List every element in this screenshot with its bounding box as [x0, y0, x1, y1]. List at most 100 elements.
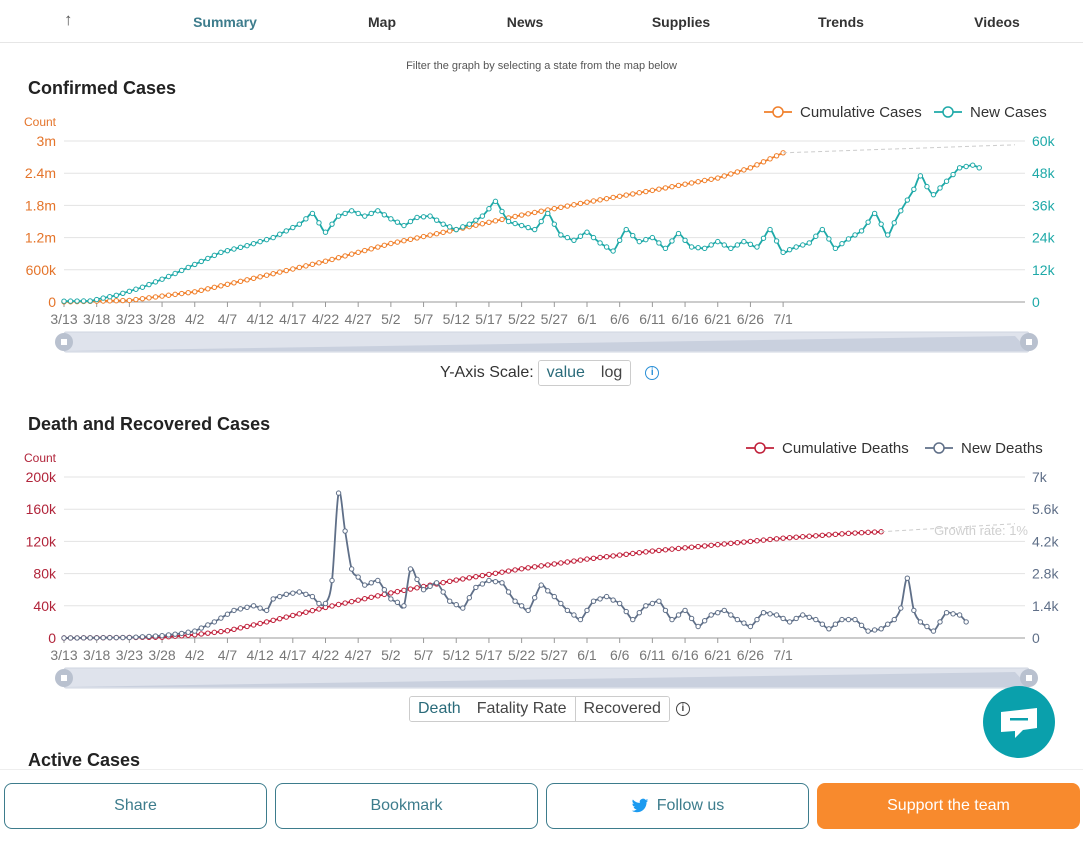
data-point: [963, 619, 969, 625]
data-point: [616, 237, 623, 243]
data-point: [826, 626, 832, 632]
info-icon[interactable]: i: [645, 366, 660, 380]
data-point: [505, 568, 512, 574]
death-recovered-chart[interactable]: 0 0 40k 1.4k 80k 2.8k 120k 4.2k 160k 5.6k 200k 7k Co…: [0, 436, 1083, 696]
data-point: [813, 533, 819, 539]
info-icon[interactable]: i: [675, 702, 690, 716]
y-left-tick-label: 1.8m: [25, 197, 56, 213]
series-line: [63, 151, 784, 303]
data-point: [427, 232, 433, 238]
tab-summary[interactable]: Summary: [193, 14, 257, 30]
data-point: [427, 213, 433, 219]
data-point: [316, 600, 322, 607]
data-point: [107, 294, 113, 300]
data-point: [479, 572, 486, 579]
data-point: [218, 628, 224, 635]
data-point: [473, 222, 479, 228]
tab-videos[interactable]: Videos: [974, 14, 1020, 30]
data-point: [734, 242, 741, 248]
data-point: [453, 577, 459, 583]
tab-trends[interactable]: Trends: [818, 14, 864, 30]
data-point: [930, 191, 937, 198]
data-point: [290, 224, 296, 231]
follow-us-button[interactable]: Follow us: [546, 783, 809, 829]
data-point: [937, 619, 943, 625]
data-point: [224, 281, 231, 287]
data-point: [558, 600, 564, 607]
data-point: [381, 587, 388, 593]
data-point: [741, 539, 747, 545]
data-point: [237, 625, 244, 631]
death-metric-control: Death Fatality Rate Recovered i: [409, 695, 690, 723]
data-point: [329, 603, 335, 609]
data-point: [800, 534, 806, 540]
bookmark-button[interactable]: Bookmark: [275, 783, 538, 829]
data-point: [375, 577, 381, 584]
data-point: [682, 607, 688, 614]
scale-log-option[interactable]: log: [592, 361, 631, 385]
growth-rate-annotation: Growth rate: 1%: [934, 523, 1028, 538]
data-point: [682, 237, 688, 243]
data-point: [800, 612, 806, 618]
data-point: [616, 600, 623, 607]
x-tick-label: 4/27: [345, 647, 372, 663]
confirmed-cases-chart[interactable]: 0 0 600k 12k 1.2m 24k 1.8m 36k 2.4m 48k 3m 60k Count…: [0, 100, 1083, 360]
data-point: [545, 562, 551, 568]
data-point: [67, 635, 74, 641]
y-axis-scale-label: Y-Axis Scale:: [440, 364, 534, 381]
legend-label: Cumulative Cases: [800, 104, 922, 121]
data-point: [231, 607, 237, 614]
data-point: [518, 603, 525, 609]
data-point: [845, 530, 852, 537]
data-point: [623, 551, 629, 557]
share-button[interactable]: Share: [4, 783, 267, 829]
y-right-tick-label: 12k: [1032, 262, 1056, 278]
data-point: [551, 561, 558, 567]
chat-button[interactable]: [983, 686, 1055, 758]
arrow-up-icon[interactable]: ↑: [64, 10, 73, 29]
tab-map[interactable]: Map: [368, 14, 396, 30]
data-point: [558, 204, 564, 211]
data-point: [865, 219, 871, 225]
scale-value-option[interactable]: value: [538, 361, 594, 385]
data-point: [244, 623, 250, 630]
y-right-tick-label: 1.4k: [1032, 598, 1059, 614]
x-tick-label: 5/27: [541, 311, 568, 327]
data-point: [270, 270, 276, 277]
data-point: [362, 596, 368, 602]
fatality-rate-option[interactable]: Fatality Rate: [468, 697, 576, 721]
data-point: [211, 252, 218, 259]
data-point: [237, 244, 244, 251]
confirmed-cases-title: Confirmed Cases: [28, 78, 177, 98]
y-right-tick-label: 36k: [1032, 197, 1056, 213]
data-point: [695, 179, 701, 185]
data-point: [525, 607, 531, 614]
recovered-option[interactable]: Recovered: [575, 697, 669, 721]
data-point: [211, 284, 218, 290]
tab-supplies[interactable]: Supplies: [651, 14, 711, 30]
data-point: [662, 245, 669, 252]
support-team-button[interactable]: Support the team: [817, 783, 1080, 829]
data-point: [715, 238, 721, 245]
tab-news[interactable]: News: [506, 14, 544, 30]
data-point: [512, 213, 518, 220]
data-point: [414, 235, 420, 241]
unit-label: Count: [24, 115, 57, 129]
y-right-tick-label: 0: [1032, 294, 1040, 310]
data-point: [447, 224, 453, 230]
data-point: [329, 256, 335, 263]
data-point: [348, 566, 355, 572]
data-point: [708, 542, 714, 548]
data-point: [786, 534, 793, 541]
data-point: [891, 616, 897, 623]
data-point: [708, 612, 714, 618]
data-point: [943, 610, 950, 616]
data-point: [590, 555, 597, 562]
data-point: [466, 595, 473, 601]
data-point: [603, 553, 610, 560]
data-point: [858, 530, 865, 536]
data-point: [858, 228, 865, 234]
death-option[interactable]: Death: [409, 697, 470, 721]
data-point: [577, 616, 584, 623]
data-point: [793, 615, 799, 622]
